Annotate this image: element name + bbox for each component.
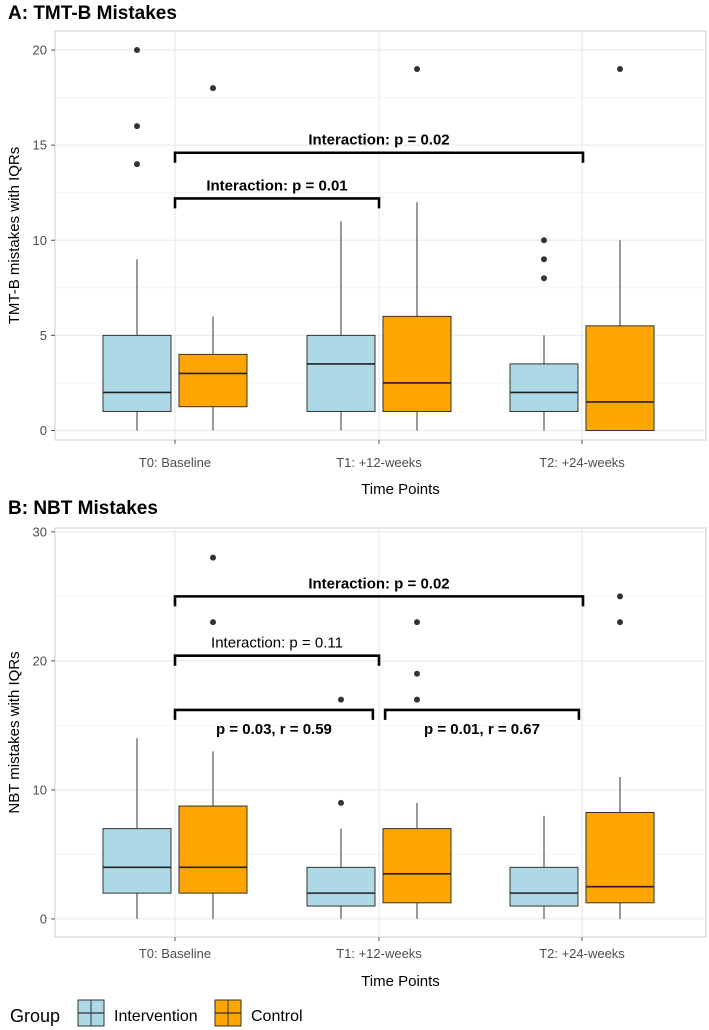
box-intervention-0 — [102, 738, 172, 919]
significance-label: Interaction: p = 0.01 — [206, 177, 347, 194]
box-iqr — [102, 334, 172, 412]
y-tick-label: 30 — [33, 524, 47, 539]
significance-label: Interaction: p = 0.02 — [308, 132, 449, 149]
panel-b-nbt: B: NBT Mistakes 0 10 20 30 T0: Baseline T1: +1… — [6, 498, 707, 990]
outlier-point — [414, 696, 420, 703]
box-iqr — [178, 353, 248, 408]
x-tick-label: T0: Baseline — [139, 455, 211, 470]
box-intervention-2 — [509, 237, 579, 431]
outlier-point — [617, 66, 623, 73]
y-axis-title: TMT-B mistakes with IQRs — [6, 147, 23, 325]
significance-annotation: p = 0.03, r = 0.59 — [173, 708, 375, 738]
outlier-point — [414, 670, 420, 677]
y-tick-label: 5 — [40, 328, 47, 343]
box-control-1 — [382, 619, 452, 919]
box-iqr — [509, 866, 579, 907]
outlier-point — [338, 696, 344, 703]
box-iqr — [382, 315, 452, 412]
box-control-1 — [382, 66, 452, 431]
outlier-point — [338, 799, 344, 806]
significance-bracket — [173, 151, 585, 163]
outlier-point — [541, 275, 547, 282]
significance-bracket — [173, 708, 375, 720]
outlier-point — [210, 619, 216, 626]
legend-label-control: Control — [251, 1008, 303, 1025]
box-control-0 — [178, 554, 248, 919]
panel-a-tmtb: A: TMT-B Mistakes 0 5 10 15 20 T0: Baseline T1:… — [6, 3, 707, 498]
box-intervention-1 — [306, 696, 376, 919]
significance-label: p = 0.01, r = 0.67 — [424, 721, 540, 738]
box-control-0 — [178, 85, 248, 431]
box-control-2 — [585, 593, 655, 919]
outlier-point — [541, 256, 547, 263]
y-tick-label: 10 — [33, 233, 47, 248]
y-tick-label: 20 — [33, 43, 47, 58]
panel-border — [54, 30, 707, 441]
x-tick-label: T0: Baseline — [139, 946, 211, 961]
legend-item-intervention: Intervention — [77, 999, 198, 1027]
box-iqr — [306, 334, 376, 412]
panel-title: B: NBT Mistakes — [8, 498, 158, 519]
box-iqr — [382, 828, 452, 904]
x-tick-label: T2: +24-weeks — [539, 946, 625, 961]
significance-bracket — [383, 708, 581, 720]
box-control-2 — [585, 66, 655, 431]
y-tick-label: 0 — [40, 911, 47, 926]
box-iqr — [585, 325, 655, 431]
outlier-point — [210, 554, 216, 561]
y-tick-label: 15 — [33, 138, 47, 153]
outlier-point — [541, 237, 547, 244]
significance-annotation: Interaction: p = 0.11 — [173, 635, 381, 666]
significance-bracket — [173, 595, 585, 607]
box-intervention-1 — [306, 221, 376, 431]
outlier-point — [617, 619, 623, 626]
x-tick-label: T2: +24-weeks — [539, 455, 625, 470]
box-intervention-2 — [509, 815, 579, 919]
x-tick-label: T1: +12-weeks — [336, 946, 422, 961]
outlier-point — [414, 66, 420, 73]
y-tick-label: 20 — [33, 653, 47, 668]
significance-bracket — [173, 197, 381, 209]
significance-annotation: Interaction: p = 0.01 — [173, 177, 381, 209]
significance-label: Interaction: p = 0.11 — [211, 635, 343, 652]
outlier-point — [134, 123, 140, 130]
box-iqr — [306, 866, 376, 907]
x-axis-title: Time Points — [361, 973, 440, 990]
significance-annotation: p = 0.01, r = 0.67 — [383, 708, 581, 738]
legend-title: Group — [10, 1006, 60, 1026]
significance-bracket — [173, 654, 381, 666]
x-axis-title: Time Points — [361, 481, 440, 498]
y-axis-title: NBT mistakes with IQRs — [6, 651, 23, 813]
significance-label: Interaction: p = 0.02 — [308, 575, 449, 592]
box-iqr — [509, 363, 579, 412]
significance-label: p = 0.03, r = 0.59 — [216, 721, 332, 738]
legend-item-control: Control — [214, 999, 303, 1027]
outlier-point — [134, 161, 140, 168]
box-intervention-0 — [102, 47, 172, 431]
outlier-point — [134, 47, 140, 54]
y-tick-label: 0 — [40, 423, 47, 438]
panel-title: A: TMT-B Mistakes — [8, 3, 177, 24]
outlier-point — [210, 85, 216, 92]
outlier-point — [414, 619, 420, 626]
box-iqr — [102, 828, 172, 894]
panel-border — [54, 527, 707, 938]
significance-annotation: Interaction: p = 0.02 — [173, 132, 585, 163]
outlier-point — [617, 593, 623, 600]
box-iqr — [178, 805, 248, 894]
x-tick-label: T1: +12-weeks — [336, 455, 422, 470]
box-iqr — [585, 811, 655, 904]
legend: Group Intervention Control — [10, 999, 303, 1027]
y-tick-label: 10 — [33, 782, 47, 797]
significance-annotation: Interaction: p = 0.02 — [173, 575, 585, 607]
legend-label-intervention: Intervention — [114, 1008, 198, 1025]
